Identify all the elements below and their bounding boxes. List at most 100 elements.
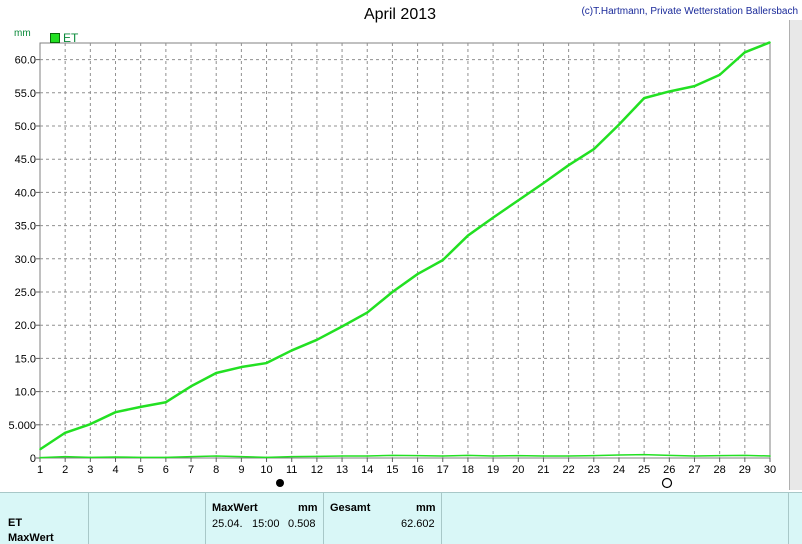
x-tick-label: 23 xyxy=(588,464,600,476)
data-point-daily xyxy=(165,456,167,459)
data-point-et xyxy=(668,90,671,93)
data-point-daily xyxy=(265,456,268,459)
data-point-et xyxy=(114,411,117,413)
data-point-daily xyxy=(290,455,293,458)
y-tick-label: 15.0 xyxy=(15,353,36,365)
y-tick-label: 0 xyxy=(30,453,36,465)
data-point-daily xyxy=(441,455,444,457)
x-tick-label: 1 xyxy=(37,464,43,476)
data-point-daily xyxy=(492,455,494,457)
legend-swatch-icon xyxy=(50,33,60,43)
data-point-daily xyxy=(718,454,721,457)
x-tick-label: 12 xyxy=(311,464,323,476)
data-point-et xyxy=(592,148,595,151)
data-point-et xyxy=(416,273,419,275)
y-tick-label: 55.0 xyxy=(15,88,36,100)
total-column: Gesamt mm 62.602 xyxy=(323,493,442,544)
series-line-daily xyxy=(39,453,771,459)
data-point-et xyxy=(517,199,520,202)
blank-column xyxy=(441,493,789,544)
y-tick-label: 5.000 xyxy=(8,420,36,432)
data-point-et xyxy=(139,406,142,408)
x-tick-label: 15 xyxy=(386,464,398,476)
x-tick-label: 28 xyxy=(714,464,726,476)
x-tick-label: 27 xyxy=(688,464,700,476)
x-tick-label: 17 xyxy=(437,464,449,476)
data-point-et xyxy=(265,362,268,364)
data-point-daily xyxy=(391,454,394,457)
data-point-daily xyxy=(139,456,142,459)
data-point-daily xyxy=(64,455,66,458)
x-tick-label: 25 xyxy=(638,464,650,476)
data-point-et xyxy=(391,291,394,293)
data-point-et xyxy=(693,85,696,87)
x-tick-label: 24 xyxy=(613,464,625,476)
data-point-et xyxy=(542,182,545,184)
x-tick-label: 22 xyxy=(562,464,574,476)
x-tick-label: 13 xyxy=(336,464,348,476)
data-point-daily xyxy=(190,455,192,458)
x-tick-label: 7 xyxy=(188,464,194,476)
data-point-daily xyxy=(668,454,671,457)
data-point-et xyxy=(441,259,444,261)
x-tick-label: 3 xyxy=(87,464,93,476)
data-point-et xyxy=(492,216,494,219)
y-tick-label: 25.0 xyxy=(15,287,36,299)
data-point-et xyxy=(643,97,645,99)
y-tick-label: 45.0 xyxy=(15,154,36,166)
data-point-daily xyxy=(240,455,243,458)
data-point-et xyxy=(467,234,469,237)
plot-area xyxy=(39,42,771,459)
row-label-et: ET xyxy=(8,517,23,529)
data-point-et xyxy=(618,123,620,126)
y-tick-label: 40.0 xyxy=(15,187,36,199)
data-point-daily xyxy=(416,454,419,457)
y-tick-label: 35.0 xyxy=(15,221,36,233)
data-point-daily xyxy=(39,456,41,459)
data-point-et xyxy=(718,74,721,76)
data-point-daily xyxy=(769,455,771,457)
new-moon-icon xyxy=(276,479,284,487)
data-point-et xyxy=(39,448,41,451)
summary-panel: ET MaxWert MaxWert mm 25.04. 15:00 0.508… xyxy=(0,492,802,544)
data-point-daily xyxy=(542,455,545,457)
data-point-et xyxy=(190,385,192,388)
chart-area: 1 2 3 4 5 6 7 8 9 10 11 12 13 14 15 16 17 18 19 20 21 22 23 24 2… xyxy=(8,41,776,489)
x-tick-label: 6 xyxy=(163,464,169,476)
data-point-et xyxy=(290,349,293,352)
legend[interactable]: ET xyxy=(50,31,78,45)
x-tick-label: 19 xyxy=(487,464,499,476)
max-column: MaxWert mm 25.04. 15:00 0.508 xyxy=(205,493,324,544)
x-tick-label: 10 xyxy=(260,464,272,476)
data-point-et xyxy=(366,311,369,314)
data-point-daily xyxy=(517,454,520,457)
data-point-daily xyxy=(643,453,645,456)
copyright-text: (c)T.Hartmann, Private Wetterstation Bal… xyxy=(581,6,798,17)
series-line-et xyxy=(39,41,771,451)
y-tick-label: 20.0 xyxy=(15,320,36,332)
max-time: 15:00 xyxy=(252,518,280,530)
data-point-et xyxy=(769,41,771,44)
data-point-et xyxy=(341,325,343,328)
data-point-daily xyxy=(744,454,746,457)
full-moon-icon xyxy=(661,477,673,489)
max-header: MaxWert xyxy=(212,502,258,514)
legend-label: ET xyxy=(63,31,79,45)
data-point-et xyxy=(744,51,746,54)
data-point-daily xyxy=(316,455,318,458)
x-tick-label: 2 xyxy=(62,464,68,476)
y-axis-unit: mm xyxy=(14,28,31,39)
x-tick-label: 4 xyxy=(112,464,118,476)
empty-column xyxy=(88,493,206,544)
y-tick-label: 10.0 xyxy=(15,387,36,399)
data-point-et xyxy=(89,423,92,425)
label-column: ET MaxWert xyxy=(0,493,89,544)
data-point-et xyxy=(240,366,243,368)
x-tick-label: 16 xyxy=(411,464,423,476)
max-date: 25.04. xyxy=(212,518,243,530)
data-point-et xyxy=(165,401,167,404)
x-tick-label: 9 xyxy=(238,464,244,476)
vertical-scrollbar[interactable] xyxy=(789,20,802,490)
x-tick-label: 21 xyxy=(537,464,549,476)
data-point-daily xyxy=(215,455,218,457)
